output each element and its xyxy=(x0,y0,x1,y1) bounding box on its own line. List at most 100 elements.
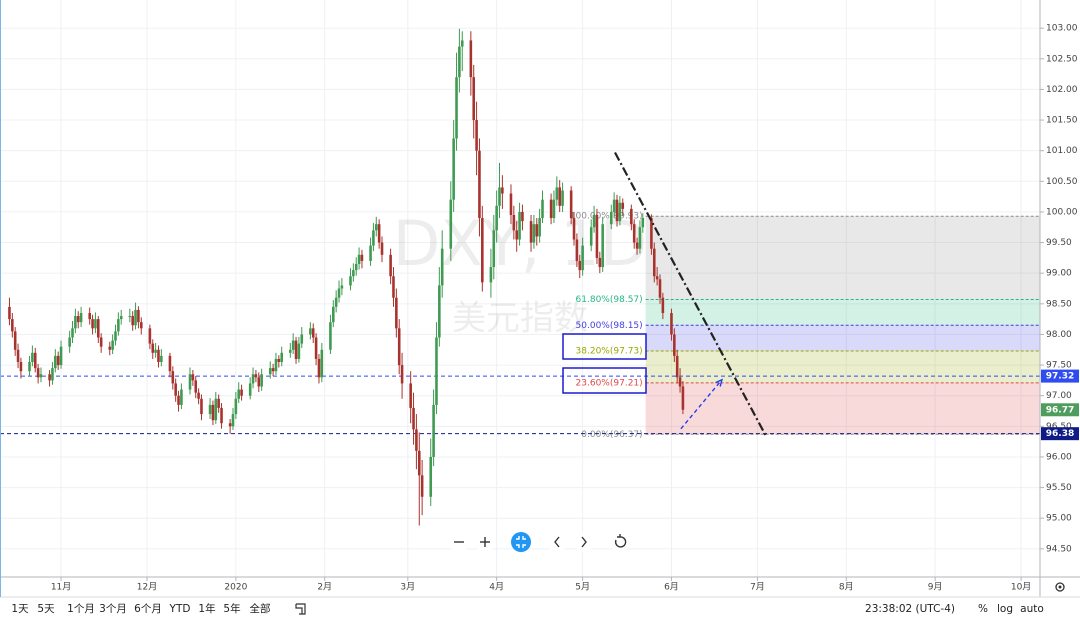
candle-body xyxy=(108,346,112,350)
candle-body xyxy=(658,279,662,298)
scroll-right-button[interactable] xyxy=(574,532,594,552)
trend-line xyxy=(614,152,768,437)
reset-zoom-button[interactable] xyxy=(511,532,531,552)
settings-button[interactable] xyxy=(1055,582,1065,592)
candle-body xyxy=(352,270,355,277)
scale-option[interactable]: auto xyxy=(1020,603,1044,615)
candle-body xyxy=(354,263,358,271)
candle-body xyxy=(217,398,220,408)
candle-body xyxy=(455,77,458,139)
candle-body xyxy=(191,374,195,381)
candle-body xyxy=(311,328,315,338)
candle-body xyxy=(380,242,384,255)
y-tick-label: 95.50 xyxy=(1046,483,1072,493)
candle-body xyxy=(234,398,238,415)
candle-body xyxy=(8,306,11,320)
candle-body xyxy=(374,224,378,231)
candle-body xyxy=(357,254,361,264)
candle-body xyxy=(452,138,455,200)
fib-band xyxy=(645,216,1040,300)
candle-body xyxy=(220,407,223,424)
candle-body xyxy=(518,211,521,240)
arrow-head xyxy=(715,378,723,387)
candle-body xyxy=(214,398,218,421)
candle-body xyxy=(558,187,561,206)
candle-body xyxy=(13,331,17,350)
candle-body xyxy=(389,254,392,277)
candle-body xyxy=(111,340,114,350)
candle-body xyxy=(501,187,504,194)
candle-body xyxy=(521,211,524,222)
candle-body xyxy=(54,355,57,369)
candle-body xyxy=(268,368,272,375)
candle-body xyxy=(294,340,298,359)
scale-option[interactable]: % xyxy=(978,603,988,615)
candle-body xyxy=(154,349,157,353)
last-price-label: 96.77 xyxy=(1046,405,1074,415)
fib-label: 100.00%(99.93) xyxy=(570,212,643,222)
candle-body xyxy=(675,355,679,378)
compare-button[interactable] xyxy=(295,603,306,615)
candle-body xyxy=(578,260,582,271)
y-tick-label: 98.00 xyxy=(1046,330,1072,340)
y-tick-label: 102.00 xyxy=(1046,85,1078,95)
candle-body xyxy=(415,429,418,451)
y-tick-label: 97.00 xyxy=(1046,391,1072,401)
y-tick-label: 103.00 xyxy=(1046,24,1078,34)
candle-body xyxy=(300,334,304,344)
range-button[interactable]: 1个月 xyxy=(67,603,95,615)
range-button[interactable]: 3个月 xyxy=(99,603,127,615)
candle-body xyxy=(512,214,516,231)
candle-body xyxy=(168,355,172,372)
scale-option[interactable]: log xyxy=(997,603,1013,615)
candle-body xyxy=(39,374,43,378)
y-tick-label: 98.50 xyxy=(1046,299,1072,309)
candle-body xyxy=(681,386,685,410)
range-button[interactable]: YTD xyxy=(169,603,191,615)
y-tick-label: 100.50 xyxy=(1046,177,1078,187)
candle-body xyxy=(589,227,593,246)
candle-body xyxy=(569,190,573,219)
candle-body xyxy=(68,337,71,347)
reset-button[interactable] xyxy=(610,532,630,552)
y-tick-label: 96.00 xyxy=(1046,452,1072,462)
arrow-line xyxy=(680,379,723,430)
range-button[interactable]: 5年 xyxy=(223,602,240,615)
candle-body xyxy=(280,352,283,363)
candle-body xyxy=(11,319,14,332)
range-button[interactable]: 全部 xyxy=(250,602,271,615)
candle-body xyxy=(128,316,132,318)
candle-body xyxy=(231,414,235,427)
candle-body xyxy=(409,383,412,408)
range-button[interactable]: 1年 xyxy=(198,602,215,615)
candle-body xyxy=(460,40,464,47)
candle-body xyxy=(19,362,23,372)
candle-body xyxy=(320,349,324,378)
range-button[interactable]: 6个月 xyxy=(134,603,162,615)
candle-body xyxy=(260,374,263,387)
watermark-description: 美元指数 xyxy=(452,299,588,339)
candle-body xyxy=(194,380,198,393)
zoom-in-button[interactable] xyxy=(475,532,495,552)
candle-body xyxy=(555,187,559,200)
zoom-out-button[interactable] xyxy=(449,532,469,552)
range-button[interactable]: 1天 xyxy=(11,603,29,615)
candle-body xyxy=(592,214,596,228)
range-button[interactable]: 5天 xyxy=(37,603,55,615)
fib-band xyxy=(645,325,1040,351)
candle-body xyxy=(240,389,243,396)
highlight-box xyxy=(562,367,647,394)
candle-body xyxy=(552,199,556,219)
candle-body xyxy=(114,331,117,341)
scroll-left-button[interactable] xyxy=(547,532,567,552)
x-tick-label: 8月 xyxy=(839,582,854,593)
candle-body xyxy=(237,389,241,399)
toolbar: 1天 5天 1个月 3个月 6个月 YTD 1年 5年 全部 23:38:02 (UTC-4)% l… xyxy=(11,602,1043,615)
price-label-bg xyxy=(1041,427,1079,441)
candle-body xyxy=(180,389,183,405)
candle-body xyxy=(271,368,275,372)
candle-body xyxy=(598,257,602,268)
price-label-bg xyxy=(1041,369,1079,383)
candle-body xyxy=(538,218,541,237)
candle-body xyxy=(618,202,622,222)
